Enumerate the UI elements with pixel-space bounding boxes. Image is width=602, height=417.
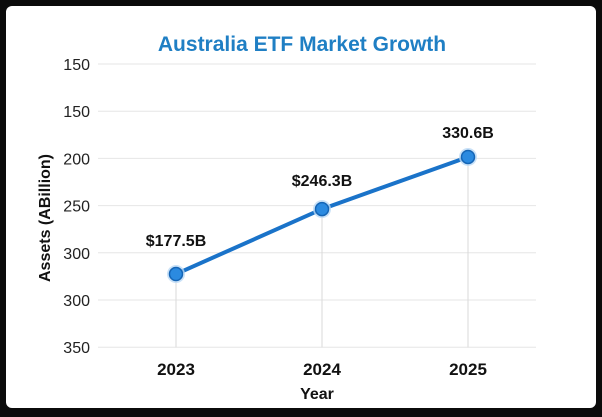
y-tick-label: 150 [63,57,90,74]
y-axis-label: Assets (ABillion) [37,154,54,282]
y-tick-label: 200 [63,151,90,168]
x-tick-label: 2024 [303,360,341,379]
x-tick-label: 2023 [157,360,195,379]
y-axis-ticks: 150 150 200 250 300 300 350 [63,57,90,357]
y-tick-label: 300 [63,246,90,263]
grid-lines [98,63,536,348]
data-label: $246.3B [292,173,353,190]
data-point [314,201,330,217]
drop-lines [175,156,469,348]
x-axis-ticks: 2023 2024 2025 [157,360,487,379]
y-tick-label: 300 [63,293,90,310]
data-label: 330.6B [442,125,494,142]
y-tick-label: 150 [63,104,90,121]
y-tick-label: 250 [63,199,90,216]
data-point [168,266,184,282]
series-layer [167,147,477,284]
chart-title: Australia ETF Market Growth [158,33,446,56]
chart-card: Australia ETF Market Growth 150 150 200 250… [6,6,596,408]
data-label: $177.5B [146,233,207,250]
x-tick-label: 2025 [449,360,487,379]
y-tick-label: 350 [63,340,90,357]
data-labels: $177.5B $246.3B 330.6B [146,125,494,250]
line-chart: Australia ETF Market Growth 150 150 200 250… [37,33,536,403]
data-point [460,149,476,165]
x-axis-label: Year [300,386,334,403]
